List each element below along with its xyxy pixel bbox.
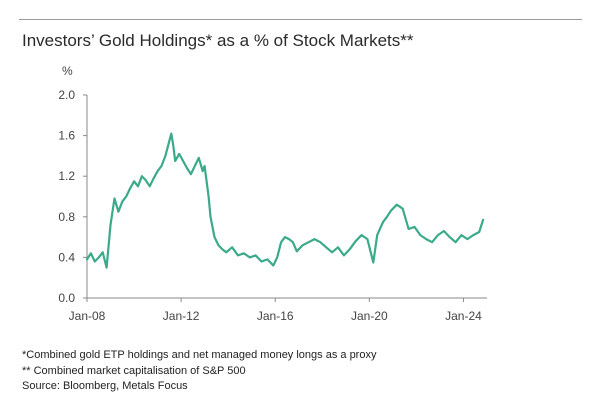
footnote-source: Source: Bloomberg, Metals Focus — [22, 380, 188, 392]
x-tick-label: Jan-12 — [163, 309, 200, 323]
top-rule — [19, 19, 582, 20]
series-line — [85, 132, 485, 269]
x-tick-label: Jan-08 — [69, 309, 106, 323]
x-tick-label: Jan-24 — [445, 309, 482, 323]
y-tick-label: 0.0 — [58, 291, 75, 305]
y-axis-unit-label: % — [62, 64, 73, 78]
y-tick-label: 2.0 — [58, 88, 75, 102]
y-tick-label: 0.8 — [58, 210, 75, 224]
x-tick-label: Jan-20 — [351, 309, 388, 323]
x-tick-label: Jan-16 — [257, 309, 294, 323]
y-tick-label: 0.4 — [58, 250, 75, 264]
footnotes: *Combined gold ETP holdings and net mana… — [22, 348, 376, 395]
footnote-market-cap: ** Combined market capitalisation of S&P… — [22, 364, 246, 377]
y-tick-label: 1.6 — [58, 129, 75, 143]
line-chart: % 0.0 0.4 0.8 1.2 1.6 2.0 Jan-08 Jan-12 Jan-16 Jan… — [58, 64, 487, 323]
chart-title: Investors’ Gold Holdings* as a % of Stoc… — [22, 31, 414, 50]
footnote-proxy: *Combined gold ETP holdings and net mana… — [22, 349, 377, 361]
y-tick-label: 1.2 — [58, 169, 75, 183]
